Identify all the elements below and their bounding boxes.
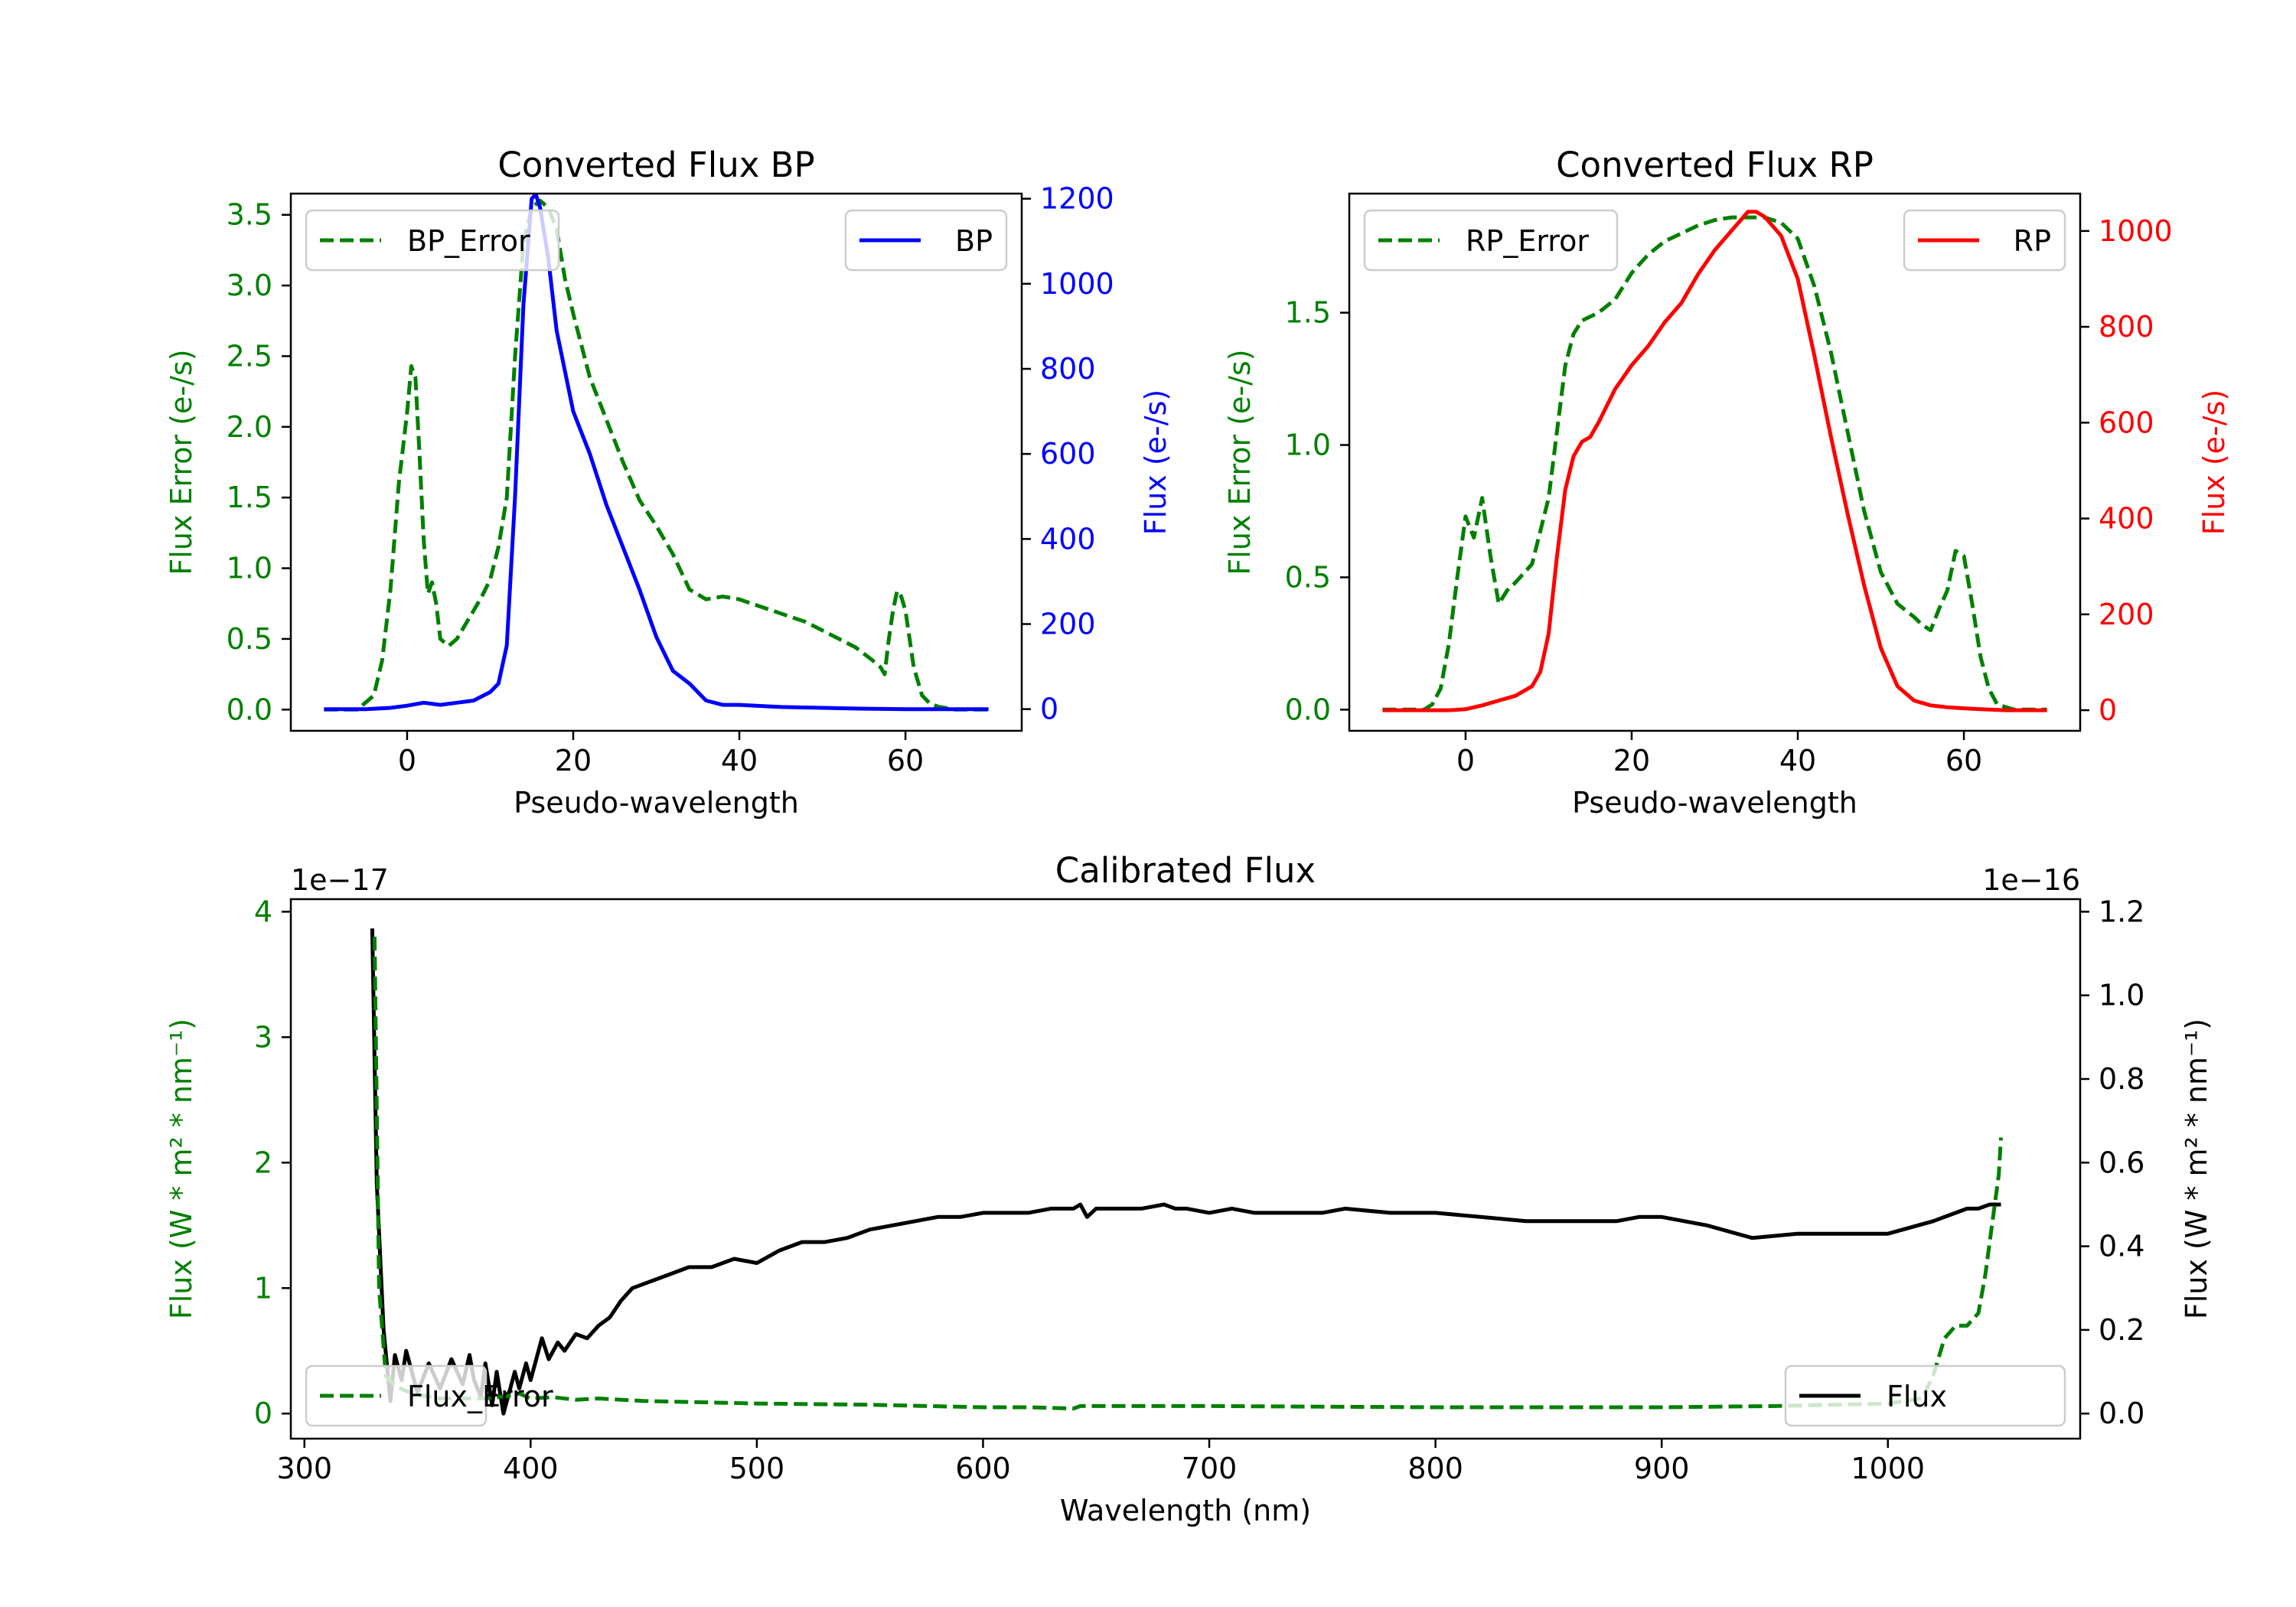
y-left-tick-label: 0.5 [227,622,272,656]
axes-frame [1348,192,2082,732]
legend-label: BP_Error [407,224,530,258]
x-tick-label: 700 [1182,1452,1238,1485]
x-tick-label: 1000 [1851,1452,1925,1485]
y-right-tick-label: 1000 [2099,214,2173,248]
series-line-rp [1382,210,2047,712]
y-right-tick-label: 400 [2099,502,2154,536]
x-tick-label: 400 [503,1452,559,1485]
y-right-tick-label: 0.4 [2099,1230,2144,1263]
y-right-tick-label: 1000 [1040,267,1114,301]
series-line-rp-error [1382,215,2047,712]
chart-panel-bp: 0 20 40 60 0.0 0.5 1.0 1.5 2.0 2.5 3.0 3.5 0 200 400 60… [165,145,1172,820]
y-right-tick-label: 600 [1040,437,1096,471]
legend-box [1903,209,2066,272]
y-left-tick-label: 0.5 [1285,560,1331,594]
x-axis-label: Pseudo-wavelength [514,786,799,820]
chart-panel-rp: 0 20 40 60 0.0 0.5 1.0 1.5 0 200 400 600 800 1000 Conv… [1223,145,2231,820]
x-tick-label: 40 [1779,744,1816,777]
y-left-tick-label: 1 [254,1271,272,1305]
y-right-offset-label: 1e−16 [1982,863,2080,897]
x-tick-label: 800 [1407,1452,1463,1485]
y-left-axis-label: Flux Error (e-/s) [165,349,198,575]
legend-bp: BP [844,209,1008,272]
y-left-offset-label: 1e−17 [291,863,389,897]
x-tick-label: 20 [1613,744,1650,777]
y-left-tick-label: 1.0 [1285,429,1331,462]
series-line-bp [324,194,989,712]
legend-flux: Flux [1784,1364,2066,1427]
legend-box [1363,209,1619,272]
axes-frame [289,898,2082,1440]
y-left-tick-label: 4 [254,895,272,928]
x-tick-label: 900 [1634,1452,1690,1485]
y-right-tick-label: 0.8 [2099,1062,2144,1096]
y-left-tick-label: 2.0 [227,410,272,444]
x-tick-label: 0 [1456,744,1475,777]
x-tick-label: 300 [276,1452,332,1485]
legend-rp: RP [1903,209,2066,272]
y-right-tick-label: 800 [2099,310,2154,344]
y-left-tick-label: 0.0 [227,693,272,726]
y-left-tick-label: 3.0 [227,269,272,302]
x-axis-label: Pseudo-wavelength [1572,786,1857,820]
y-right-tick-label: 1.2 [2099,895,2144,928]
y-left-axis-label: Flux (W * m² * nm⁻¹) [165,1019,198,1319]
x-tick-label: 60 [1945,744,1982,777]
y-left-tick-label: 2.5 [227,339,272,373]
y-right-tick-label: 600 [2099,406,2154,439]
legend-label: RP [2014,224,2051,258]
y-right-axis-label: Flux (W * m² * nm⁻¹) [2180,1019,2213,1319]
chart-title: Converted Flux BP [497,145,814,185]
x-tick-label: 60 [887,744,924,777]
y-left-tick-label: 2 [254,1146,272,1179]
legend-rp-error: RP_Error [1363,209,1619,272]
x-tick-label: 600 [955,1452,1011,1485]
y-left-tick-label: 0.0 [1285,693,1331,726]
y-right-tick-label: 200 [1040,607,1096,641]
panels: 0 20 40 600.00.51.01.52.02.53.03.5020040060… [165,145,2231,1527]
series-line-bp-error [324,198,989,712]
legend-bp-error: BP_Error [305,209,560,272]
legend-box [844,209,1008,272]
y-left-tick-label: 1.0 [227,552,272,585]
y-right-tick-label: 0.6 [2099,1146,2144,1179]
y-right-tick-label: 1.0 [2099,979,2144,1012]
x-tick-label: 20 [555,744,592,777]
y-right-tick-label: 1200 [1040,182,1114,216]
legend-label: RP_Error [1466,224,1589,258]
chart-title: Converted Flux RP [1556,145,1874,185]
y-right-axis-label: Flux (e-/s) [2197,390,2231,535]
y-left-tick-label: 3 [254,1020,272,1054]
y-right-tick-label: 0.0 [2099,1397,2144,1430]
legend-box [1784,1364,2066,1427]
chart-panel-calibrated: 300 400 500 600 700 800 900 1000 0 1 2 3 4 0.0 0.2 0.4 0… [165,850,2213,1527]
y-right-tick-label: 800 [1040,352,1096,386]
y-right-tick-label: 200 [2099,598,2154,631]
y-left-tick-label: 1.5 [1285,296,1331,330]
legend-label: Flux [1887,1380,1947,1413]
y-right-axis-label: Flux (e-/s) [1139,390,1172,535]
y-left-tick-label: 0 [254,1397,272,1430]
x-tick-label: 0 [398,744,416,777]
x-tick-label: 500 [729,1452,785,1485]
legend-flux-error: Flux_Error [305,1364,553,1427]
x-axis-label: Wavelength (nm) [1060,1494,1311,1527]
legend-box [305,209,560,272]
y-right-tick-label: 0 [1040,693,1058,726]
legend-box [305,1364,488,1427]
y-left-axis-label: Flux Error (e-/s) [1223,349,1257,575]
chart-title: Calibrated Flux [1055,850,1316,891]
y-right-tick-label: 0 [2099,693,2117,727]
y-right-tick-label: 0.2 [2099,1313,2144,1347]
legend-label: BP [955,224,993,258]
y-left-tick-label: 1.5 [227,481,272,514]
y-right-tick-label: 400 [1040,522,1096,556]
axes-frame [289,192,1023,732]
y-left-tick-label: 3.5 [227,198,272,232]
legend-label: Flux_Error [407,1380,553,1413]
x-tick-label: 40 [721,744,758,777]
